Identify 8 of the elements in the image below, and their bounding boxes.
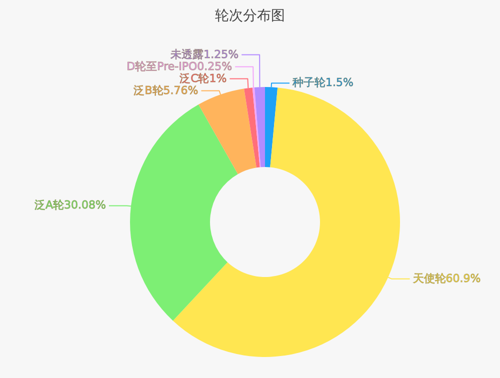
slice-label: 泛C轮1% [180, 72, 227, 85]
slice-label: 天使轮60.9% [412, 272, 481, 285]
slice-label: 未透露1.25% [170, 48, 239, 61]
chart-title: 轮次分布图 [215, 8, 285, 24]
slice-label: 泛B轮5.76% [134, 84, 198, 97]
slice-label: 种子轮1.5% [292, 76, 354, 90]
slice-label: D轮至Pre-IPO0.25% [126, 60, 232, 73]
slice-label: 泛A轮30.08% [34, 198, 106, 212]
